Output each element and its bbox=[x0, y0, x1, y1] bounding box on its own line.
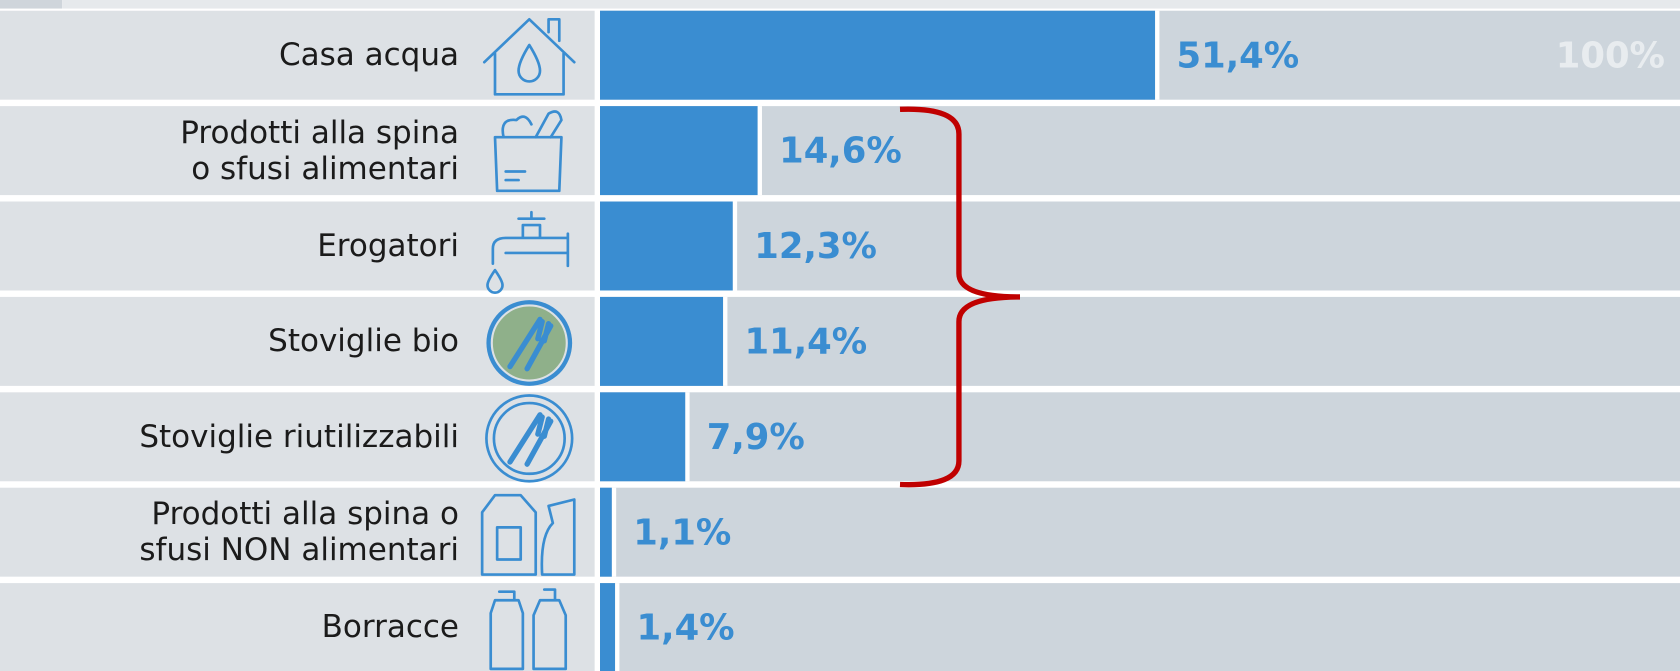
label-bg bbox=[0, 583, 595, 671]
bar-gap bbox=[611, 487, 617, 577]
category-label: Stoviglie bio bbox=[268, 323, 459, 360]
icon-house bbox=[482, 17, 576, 96]
bar-track bbox=[600, 201, 1680, 291]
value-label: 14,6% bbox=[779, 131, 902, 172]
icon-tap bbox=[491, 210, 570, 268]
icon-food bbox=[501, 110, 563, 139]
top-strip bbox=[0, 0, 63, 9]
value-label: 1,4% bbox=[637, 608, 735, 649]
icon-spray bbox=[540, 498, 576, 576]
bar-gap bbox=[1155, 10, 1160, 100]
category-label: Stoviglie riutilizzabili bbox=[139, 418, 459, 455]
icons bbox=[480, 17, 576, 671]
category-label: Casa acqua bbox=[278, 37, 459, 74]
bar-gap bbox=[723, 296, 728, 386]
bar-track bbox=[600, 106, 1680, 196]
bar bbox=[600, 392, 686, 482]
bar bbox=[600, 487, 612, 577]
icon-drop bbox=[517, 43, 542, 83]
bar bbox=[600, 106, 758, 196]
icon-plate bbox=[492, 401, 566, 476]
bar-track bbox=[600, 583, 1680, 671]
category-label: Erogatori bbox=[317, 227, 459, 264]
bar-gap bbox=[732, 201, 738, 291]
label-bg bbox=[0, 487, 595, 577]
bracket bbox=[899, 106, 1021, 488]
bar-gap bbox=[615, 583, 620, 671]
bar-gap bbox=[685, 392, 690, 482]
value-label: 11,4% bbox=[745, 322, 868, 363]
icon-bottle bbox=[532, 588, 568, 671]
value-label: 12,3% bbox=[754, 226, 877, 267]
category-label: Borracce bbox=[321, 609, 459, 646]
bar bbox=[600, 296, 724, 386]
value-label: 51,4% bbox=[1177, 35, 1300, 76]
value-label: 7,9% bbox=[707, 417, 805, 458]
bar-track bbox=[600, 296, 1680, 386]
icon-cutlery bbox=[507, 412, 554, 467]
icon-drop bbox=[486, 268, 504, 294]
icon-bottle bbox=[489, 590, 525, 671]
label-bg bbox=[0, 201, 595, 291]
bar bbox=[600, 10, 1156, 100]
icon-bag bbox=[493, 135, 563, 193]
bar bbox=[600, 583, 616, 671]
bar-gap bbox=[757, 106, 762, 196]
icon-cutlery bbox=[507, 316, 554, 372]
bar bbox=[600, 201, 733, 291]
value-label: 1,1% bbox=[633, 512, 731, 553]
icon-detergent bbox=[480, 493, 538, 576]
category-label: Prodotti alla spina o sfusi alimentari bbox=[180, 114, 459, 187]
top-strip bbox=[62, 0, 1680, 9]
bar-track bbox=[600, 392, 1680, 482]
icon-plate bbox=[485, 394, 574, 483]
bar-track bbox=[600, 487, 1680, 577]
category-label: Prodotti alla spina o sfusi NON alimenta… bbox=[139, 495, 459, 568]
max-label: 100% bbox=[1556, 35, 1665, 76]
